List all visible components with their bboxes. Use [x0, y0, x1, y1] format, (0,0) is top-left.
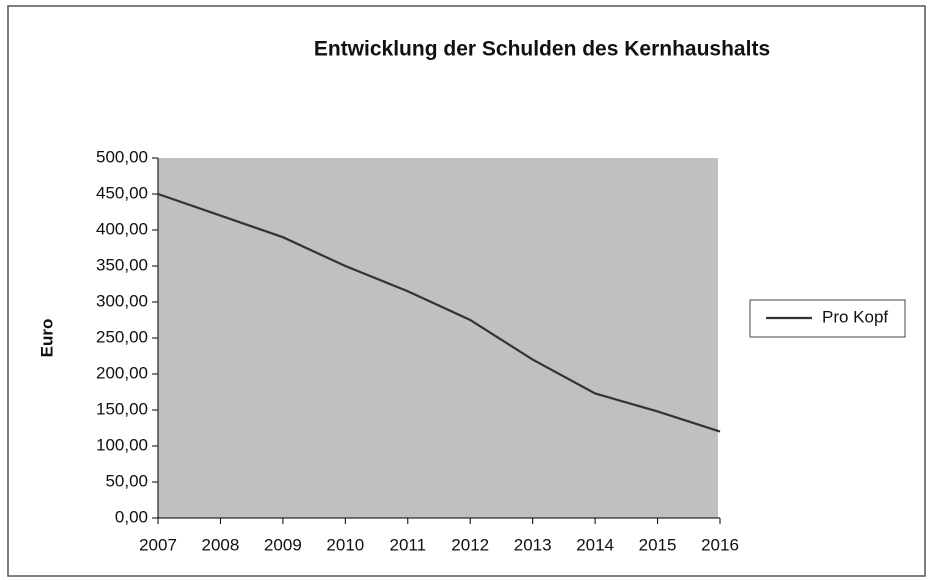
y-tick-label: 0,00: [115, 507, 148, 526]
legend-label: Pro Kopf: [822, 307, 888, 326]
y-tick-label: 100,00: [96, 435, 148, 454]
y-tick-label: 200,00: [96, 363, 148, 382]
plot-area: [158, 158, 718, 518]
x-tick-label: 2008: [202, 535, 240, 554]
data-line: [157, 192, 721, 433]
x-tick-label: 2007: [139, 535, 177, 554]
x-tick-label: 2013: [514, 535, 552, 554]
y-tick-label: 450,00: [96, 183, 148, 202]
x-tick-label: 2015: [639, 535, 677, 554]
y-tick-label: 400,00: [96, 219, 148, 238]
y-axis-label: Euro: [37, 319, 56, 358]
y-tick-label: 500,00: [96, 147, 148, 166]
x-tick-label: 2014: [576, 535, 614, 554]
x-tick-label: 2011: [389, 535, 426, 554]
y-tick-label: 150,00: [96, 399, 148, 418]
chart-title: Entwicklung der Schulden des Kernhaushal…: [314, 38, 770, 61]
y-tick-label: 50,00: [105, 471, 148, 490]
y-tick-label: 350,00: [96, 255, 148, 274]
x-tick-label: 2010: [326, 535, 364, 554]
y-tick-label: 250,00: [96, 327, 148, 346]
x-tick-label: 2009: [264, 535, 302, 554]
x-tick-label: 2016: [701, 535, 739, 554]
x-tick-label: 2012: [451, 535, 489, 554]
y-tick-label: 300,00: [96, 291, 148, 310]
